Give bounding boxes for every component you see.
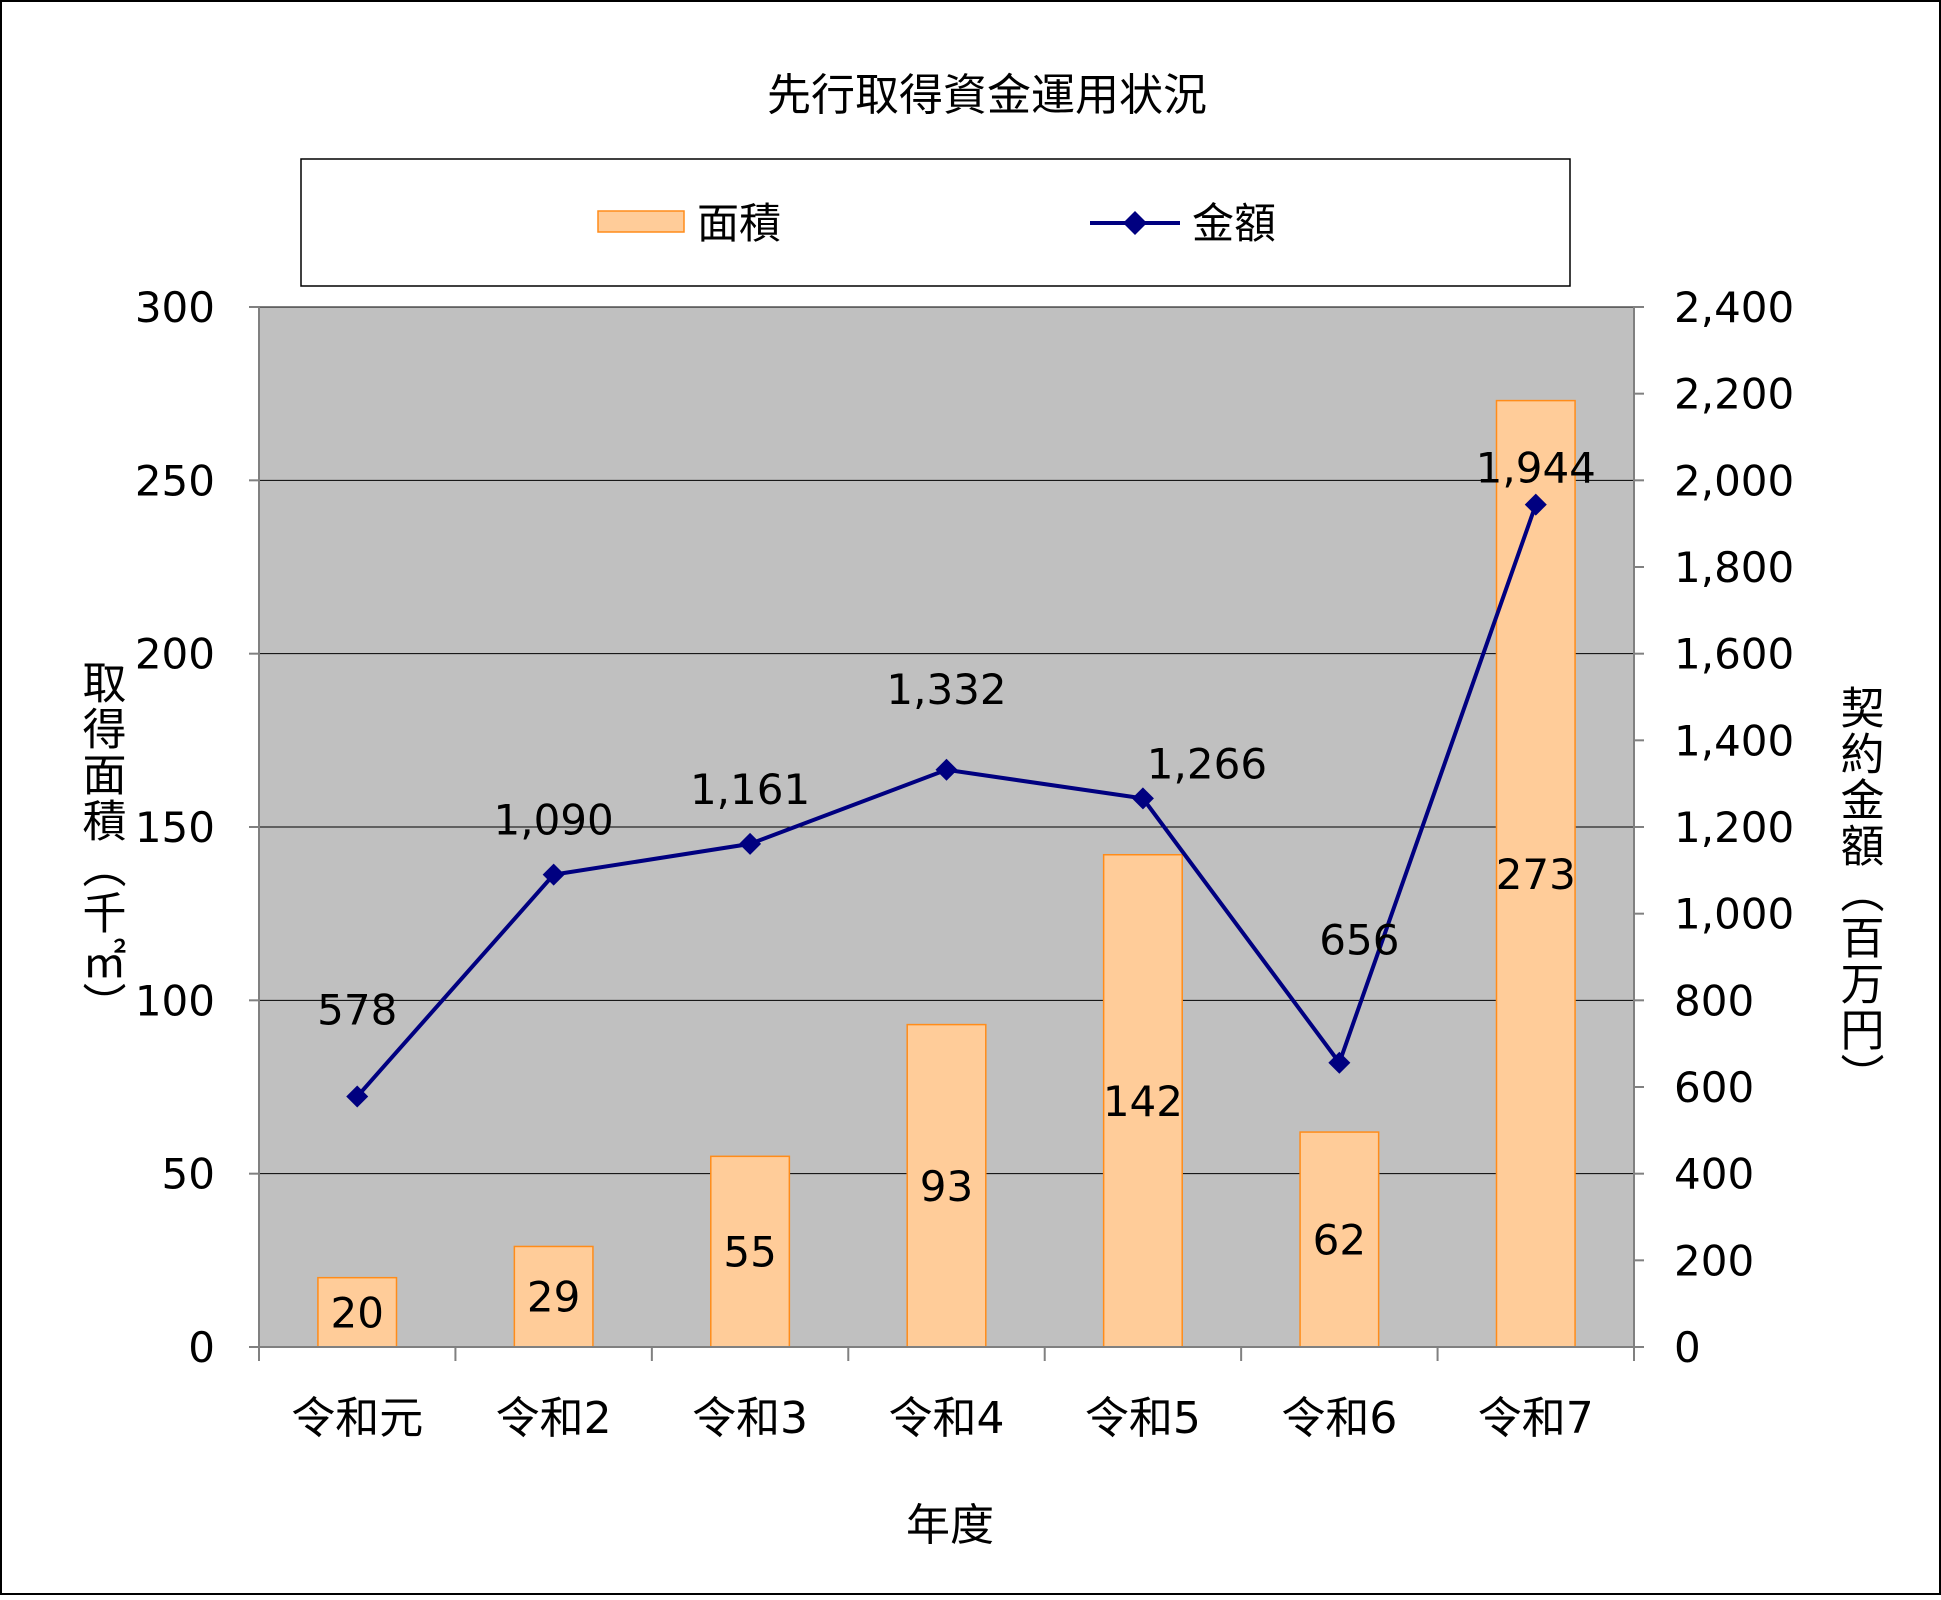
category-label: 令和6 — [1281, 1393, 1397, 1444]
amount-marker — [739, 832, 762, 855]
bar-data-label: 62 — [1313, 1216, 1366, 1265]
bar-data-label: 273 — [1496, 850, 1576, 899]
right-tick-label: 1,000 — [1674, 890, 1794, 939]
category-label: 令和7 — [1478, 1393, 1594, 1444]
amount-marker — [346, 1085, 369, 1108]
left-tick-label: 200 — [135, 630, 215, 679]
left-axis-tick-labels: 0 50 100 150 200 250 300 — [135, 283, 215, 1372]
right-axis-title: 契約金額（百万円） — [1833, 685, 1884, 1099]
right-tick-label: 1,600 — [1674, 630, 1794, 679]
bar-area — [1495, 399, 1576, 1348]
bar-area — [1102, 853, 1183, 1348]
left-tick-label: 50 — [162, 1150, 215, 1199]
left-tick-label: 0 — [188, 1323, 215, 1372]
right-tick-label: 800 — [1674, 976, 1754, 1025]
x-axis-title: 年度 — [906, 1500, 994, 1551]
line-data-labels: 578 1,090 1,161 1,332 1,266 656 1,944 — [317, 444, 1596, 1035]
amount-data-label: 1,944 — [1476, 444, 1596, 493]
legend: 面積 金額 — [300, 158, 1571, 287]
gridlines — [259, 306, 1634, 1175]
left-axis-title-text: 取得面積（千㎡） — [75, 660, 127, 1028]
amount-data-label: 1,090 — [494, 796, 614, 845]
right-tick-label: 1,200 — [1674, 803, 1794, 852]
axes — [249, 306, 1644, 1361]
amount-marker — [1131, 787, 1154, 810]
amount-data-label: 1,161 — [690, 765, 810, 814]
category-label: 令和元 — [291, 1393, 423, 1444]
right-tick-label: 200 — [1674, 1236, 1754, 1285]
bar-data-labels: 20 29 55 93 142 62 273 — [330, 850, 1575, 1338]
category-label: 令和5 — [1085, 1393, 1201, 1444]
bar-data-label: 93 — [920, 1162, 973, 1211]
amount-data-label: 578 — [317, 986, 397, 1035]
line-series-amount — [346, 493, 1547, 1108]
bar-series-area — [317, 399, 1576, 1348]
right-tick-label: 400 — [1674, 1150, 1754, 1199]
category-tick-labels: 令和元 令和2 令和3 令和4 令和5 令和6 令和7 — [291, 1393, 1594, 1444]
category-label: 令和4 — [889, 1393, 1005, 1444]
amount-marker — [1328, 1051, 1351, 1074]
right-tick-label: 2,000 — [1674, 456, 1794, 505]
bar-data-label: 29 — [527, 1273, 580, 1322]
left-tick-label: 300 — [135, 283, 215, 332]
bar-data-label: 55 — [723, 1228, 776, 1277]
bar-data-label: 20 — [330, 1288, 383, 1337]
bar-area — [1299, 1131, 1380, 1348]
right-axis-tick-labels: 0 200 400 600 800 1,000 1,200 1,400 1,600 1,800 2,… — [1674, 283, 1794, 1372]
chart-title: 先行取得資金運用状況 — [767, 70, 1207, 121]
amount-marker — [935, 758, 958, 781]
right-tick-label: 0 — [1674, 1323, 1701, 1372]
amount-marker — [1524, 493, 1547, 516]
legend-marker-amount — [1123, 211, 1147, 235]
right-tick-label: 2,200 — [1674, 370, 1794, 419]
right-tick-label: 1,400 — [1674, 716, 1794, 765]
left-axis-title: 取得面積（千㎡） — [75, 660, 127, 1028]
legend-swatch-area — [597, 210, 685, 233]
amount-data-label: 1,266 — [1147, 739, 1267, 788]
right-tick-label: 2,400 — [1674, 283, 1794, 332]
legend-label-amount: 金額 — [1192, 199, 1276, 248]
right-tick-label: 1,800 — [1674, 543, 1794, 592]
amount-data-label: 656 — [1319, 916, 1399, 965]
bar-data-label: 142 — [1103, 1077, 1183, 1126]
bar-area — [906, 1023, 987, 1348]
right-axis-title-text: 契約金額（百万円） — [1833, 685, 1884, 1099]
left-tick-label: 150 — [135, 803, 215, 852]
right-tick-label: 600 — [1674, 1063, 1754, 1112]
amount-marker — [542, 863, 565, 886]
category-label: 令和2 — [496, 1393, 612, 1444]
legend-box — [300, 158, 1571, 287]
left-tick-label: 100 — [135, 976, 215, 1025]
left-tick-label: 250 — [135, 456, 215, 505]
category-label: 令和3 — [692, 1393, 808, 1444]
amount-data-label: 1,332 — [886, 665, 1006, 714]
legend-label-area: 面積 — [697, 199, 781, 248]
